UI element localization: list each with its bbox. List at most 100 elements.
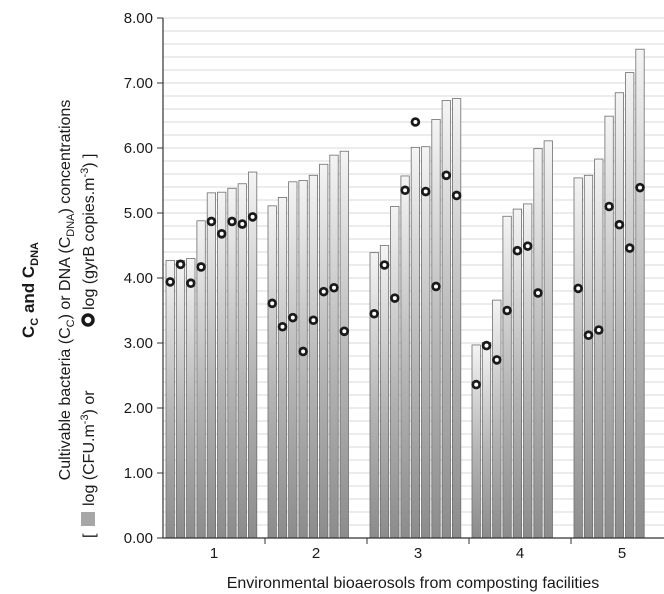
bar xyxy=(543,140,553,539)
y-title-open-bracket: [ xyxy=(81,533,98,538)
dot-point xyxy=(206,216,217,227)
y-title-sub-dna: DNA xyxy=(65,213,77,237)
y-tick-label: 3.00 xyxy=(124,335,153,352)
bar-legend-text: log (CFU.m-3) or xyxy=(79,390,98,506)
bar xyxy=(400,175,410,539)
y-axis-title-line1: Cultivable bacteria (CC) or DNA (CDNA) c… xyxy=(57,100,77,481)
y-tick-label: 4.00 xyxy=(124,270,153,287)
x-axis-title: Environmental bioaerosols from compostin… xyxy=(227,575,600,592)
bar xyxy=(635,48,645,539)
dot-point xyxy=(165,277,176,287)
bar xyxy=(481,341,492,539)
dot-point xyxy=(420,186,431,197)
bar xyxy=(431,119,441,539)
dot-legend-label: log (gyrB copies.m xyxy=(81,178,98,311)
side-title-sub1: C xyxy=(29,318,41,326)
dots xyxy=(165,117,645,390)
y-title-c: ) concentrations xyxy=(57,100,74,214)
y-tick-label: 2.00 xyxy=(124,400,153,417)
x-tick-label: 2 xyxy=(312,545,320,562)
bar-legend-label: log (CFU.m xyxy=(81,424,98,506)
bar xyxy=(441,100,451,539)
bar xyxy=(471,344,481,539)
dot-point xyxy=(635,182,645,193)
x-tick-label: 4 xyxy=(516,545,524,562)
bar xyxy=(227,187,237,539)
dot-point xyxy=(491,355,502,365)
x-tick-label: 1 xyxy=(210,545,218,562)
y-title-b: ) or DNA (C xyxy=(57,237,74,320)
y-title-a: Cultivable bacteria (C xyxy=(57,327,74,480)
bar xyxy=(186,258,196,539)
dot-point xyxy=(400,185,410,196)
dot-legend-close: ) ] xyxy=(81,154,98,168)
bar xyxy=(421,146,431,539)
dot-point xyxy=(512,245,523,256)
dot-point xyxy=(308,315,319,326)
dot-point xyxy=(522,241,533,251)
bar xyxy=(523,203,533,539)
bar xyxy=(206,192,216,539)
bar xyxy=(298,180,308,539)
dot-point xyxy=(175,259,186,270)
dot-legend-text: log (gyrB copies.m-3) ] xyxy=(79,154,98,311)
dot-point xyxy=(624,243,635,253)
dot-point xyxy=(593,325,604,335)
bar xyxy=(247,171,258,539)
bar xyxy=(308,174,319,539)
bar xyxy=(390,206,400,539)
bar xyxy=(379,245,390,539)
dot-point xyxy=(533,288,543,298)
bar xyxy=(604,115,614,539)
x-tick-label: 5 xyxy=(618,545,626,562)
dot-point xyxy=(573,283,583,294)
dot-legend-marker xyxy=(81,313,95,327)
axes: 0.00 1.00 2.00 3.00 4.00 5.00 6.00 7.00 8.00 1 2 3 4… xyxy=(124,10,664,562)
dot-legend-sup: -3 xyxy=(79,168,91,178)
dot-point xyxy=(186,278,196,289)
bar xyxy=(502,215,512,539)
y-axis-title-line2: [ log (CFU.m-3) or log (gyrB copies.m-3)… xyxy=(79,154,98,539)
bar xyxy=(594,158,604,539)
bar xyxy=(165,260,175,539)
bar xyxy=(288,181,298,539)
dot-point xyxy=(329,282,339,293)
bar xyxy=(217,191,227,539)
bars xyxy=(165,48,645,539)
y-tick-label: 6.00 xyxy=(124,140,153,157)
bar xyxy=(625,72,635,539)
dot-point xyxy=(441,170,452,181)
bar xyxy=(237,183,247,539)
dot-point xyxy=(277,321,288,332)
bar xyxy=(319,163,329,539)
x-tick-label: 3 xyxy=(414,545,422,562)
dot-point xyxy=(247,212,258,222)
dot-point xyxy=(502,305,512,316)
side-title: CC and CDNA xyxy=(19,242,41,338)
dot-point xyxy=(318,286,329,297)
dot-point xyxy=(267,298,278,309)
dot-point xyxy=(389,293,400,303)
dot-point xyxy=(339,326,350,337)
dot-point xyxy=(471,379,482,390)
dot-point xyxy=(287,312,298,323)
y-tick-label: 0.00 xyxy=(124,530,153,547)
bar xyxy=(583,174,594,539)
dot-point xyxy=(196,262,206,272)
bar-legend-or: ) or xyxy=(81,390,98,415)
bar xyxy=(533,148,543,539)
dot-point xyxy=(237,219,248,229)
y-title-sub-c: C xyxy=(65,319,77,327)
y-tick-label: 5.00 xyxy=(124,205,153,222)
dot-point xyxy=(227,216,237,227)
dot-point xyxy=(451,190,462,201)
dot-point xyxy=(216,229,227,239)
bar xyxy=(410,146,421,539)
bar xyxy=(339,150,349,539)
y-tick-label: 7.00 xyxy=(124,75,153,92)
bar xyxy=(512,208,523,539)
bar xyxy=(492,299,502,539)
bar xyxy=(267,205,277,539)
bar xyxy=(573,177,583,539)
